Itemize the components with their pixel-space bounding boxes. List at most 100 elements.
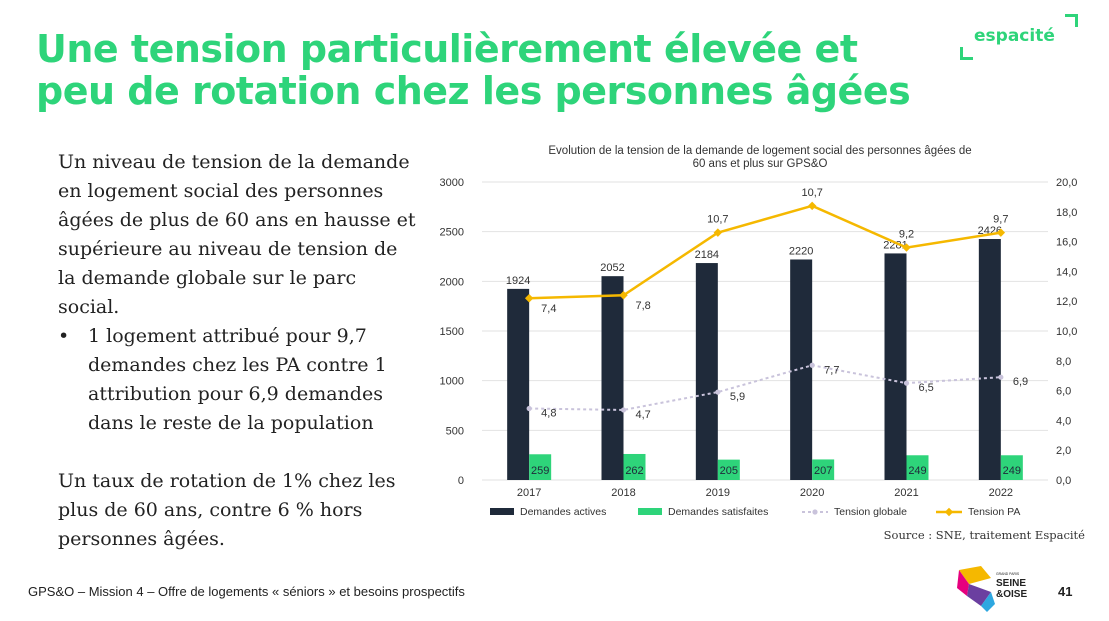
bar-demandes-satisfaites: [812, 459, 835, 480]
bar-demandes-satisfaites: [717, 459, 740, 480]
bar-label-satisfaites: 249: [908, 465, 926, 477]
label-tension-pa: 10,7: [707, 214, 728, 226]
bar-label-actives: 2281: [883, 239, 907, 251]
logo-shape-pink: [957, 570, 969, 596]
x-tick-label: 2020: [800, 487, 824, 499]
bar-label-actives: 2184: [695, 249, 719, 261]
legend-label-satisfaites: Demandes satisfaites: [668, 506, 768, 518]
point-tension-pa: [807, 201, 817, 211]
point-tension-pa: [524, 293, 534, 303]
bar-demandes-satisfaites: [623, 453, 646, 480]
y-right-tick-label: 20,0: [1056, 177, 1077, 189]
tension-chart: Evolution de la tension de la demande de…: [440, 145, 1078, 518]
label-tension-pa: 9,2: [899, 229, 914, 241]
logo-text-seine: SEINE: [996, 578, 1026, 589]
bar-demandes-actives: [507, 288, 530, 480]
label-tension-pa: 7,8: [636, 300, 651, 312]
y-right-tick-label: 0,0: [1056, 475, 1071, 487]
logo-corner-top: [1065, 14, 1078, 27]
point-tension-globale: [998, 374, 1004, 380]
bar-label-actives: 1924: [506, 275, 530, 287]
x-tick-label: 2017: [517, 487, 541, 499]
legend-marker-globale: [812, 509, 818, 515]
slide-title: Une tension particulièrement élevée et p…: [36, 28, 936, 112]
paragraph-tension: Un niveau de tension de la demande en lo…: [58, 151, 416, 318]
point-tension-globale: [715, 389, 721, 395]
y-right-tick-label: 10,0: [1056, 326, 1077, 338]
y-left-tick-label: 2500: [440, 227, 464, 239]
bar-label-actives: 2220: [789, 245, 813, 257]
source-note: Source : SNE, traitement Espacité: [883, 528, 1085, 542]
label-tension-globale: 6,9: [1013, 376, 1028, 388]
x-tick-label: 2019: [706, 487, 730, 499]
legend-label-actives: Demandes actives: [520, 506, 606, 518]
line-tension-pa: [529, 204, 1002, 300]
y-left-tick-label: 0: [458, 475, 464, 487]
point-tension-pa: [713, 228, 723, 237]
label-tension-globale: 4,8: [541, 407, 556, 419]
bar-demandes-satisfaites: [529, 454, 552, 480]
logo-text-oise: &OISE: [996, 589, 1027, 600]
y-left-tick-label: 2000: [440, 276, 464, 288]
y-right-tick-label: 12,0: [1056, 296, 1077, 308]
label-tension-globale: 7,7: [824, 364, 839, 376]
logo-shape-purple: [967, 584, 991, 606]
y-left-tick-label: 1000: [440, 376, 464, 388]
y-right-tick-label: 18,0: [1056, 207, 1077, 219]
logo-wordmark: espacité: [974, 26, 1055, 46]
y-right-tick-label: 2,0: [1056, 445, 1071, 457]
y-right-tick-label: 8,0: [1056, 356, 1071, 368]
x-tick-label: 2021: [894, 487, 918, 499]
title-line-2: peu de rotation chez les personnes âgées: [36, 69, 911, 113]
bar-label-actives: 2052: [600, 262, 624, 274]
y-right-tick-label: 6,0: [1056, 386, 1071, 398]
bar-demandes-actives: [601, 276, 624, 480]
point-tension-globale: [526, 405, 532, 412]
bar-demandes-satisfaites: [906, 455, 929, 480]
label-tension-pa: 10,7: [801, 187, 822, 199]
chart-title-line-1: Evolution de la tension de la demande de…: [548, 145, 971, 157]
chart-title-line-2: 60 ans et plus sur GPS&O: [693, 158, 828, 170]
title-line-1: Une tension particulièrement élevée et: [36, 27, 858, 71]
y-left-tick-label: 1500: [440, 326, 464, 338]
point-tension-globale: [809, 362, 815, 368]
logo-shape-blue: [981, 592, 995, 612]
logo-text-top: GRAND PARIS: [996, 572, 1020, 576]
bar-demandes-actives: [884, 253, 907, 480]
legend-label-pa: Tension PA: [968, 506, 1020, 518]
page-number: 41: [1058, 584, 1073, 599]
legend-marker-pa: [944, 507, 954, 517]
y-left-tick-label: 500: [446, 425, 464, 437]
label-tension-pa: 9,7: [993, 214, 1008, 226]
bar-label-satisfaites: 205: [720, 465, 738, 477]
logo-corner-bottom: [960, 47, 973, 60]
bar-demandes-actives: [790, 259, 813, 480]
y-right-tick-label: 16,0: [1056, 237, 1077, 249]
line-tension-globale: [529, 364, 1001, 411]
bar-demandes-actives: [695, 263, 718, 480]
bar-label-satisfaites: 259: [531, 465, 549, 477]
bar-demandes-satisfaites: [1000, 455, 1023, 480]
bullet-list: 1 logement attribué pour 9,7 demandes ch…: [58, 322, 418, 438]
label-tension-globale: 4,7: [636, 409, 651, 421]
point-tension-globale: [620, 407, 627, 413]
footer-text: GPS&O – Mission 4 – Offre de logements «…: [28, 584, 465, 599]
bar-label-satisfaites: 262: [625, 465, 643, 477]
legend-swatch-actives: [490, 508, 514, 515]
x-tick-label: 2022: [989, 487, 1013, 499]
legend-label-globale: Tension globale: [834, 506, 907, 518]
paragraph-rotation: Un taux de rotation de 1% chez les plus …: [58, 470, 396, 550]
bullet-item: 1 logement attribué pour 9,7 demandes ch…: [58, 322, 418, 438]
label-tension-globale: 5,9: [730, 391, 745, 403]
gpso-logo: GRAND PARIS SEINE &OISE: [957, 566, 1027, 612]
bar-label-satisfaites: 249: [1003, 465, 1021, 477]
x-tick-label: 2018: [611, 487, 635, 499]
y-right-tick-label: 4,0: [1056, 415, 1071, 427]
bar-label-satisfaites: 207: [814, 465, 832, 477]
y-right-tick-label: 14,0: [1056, 266, 1077, 278]
bar-demandes-actives: [978, 239, 1001, 480]
body-text: Un niveau de tension de la demande en lo…: [58, 148, 418, 554]
logo-shape-yellow: [959, 566, 991, 584]
point-tension-globale: [903, 380, 910, 386]
label-tension-globale: 6,5: [919, 382, 934, 394]
